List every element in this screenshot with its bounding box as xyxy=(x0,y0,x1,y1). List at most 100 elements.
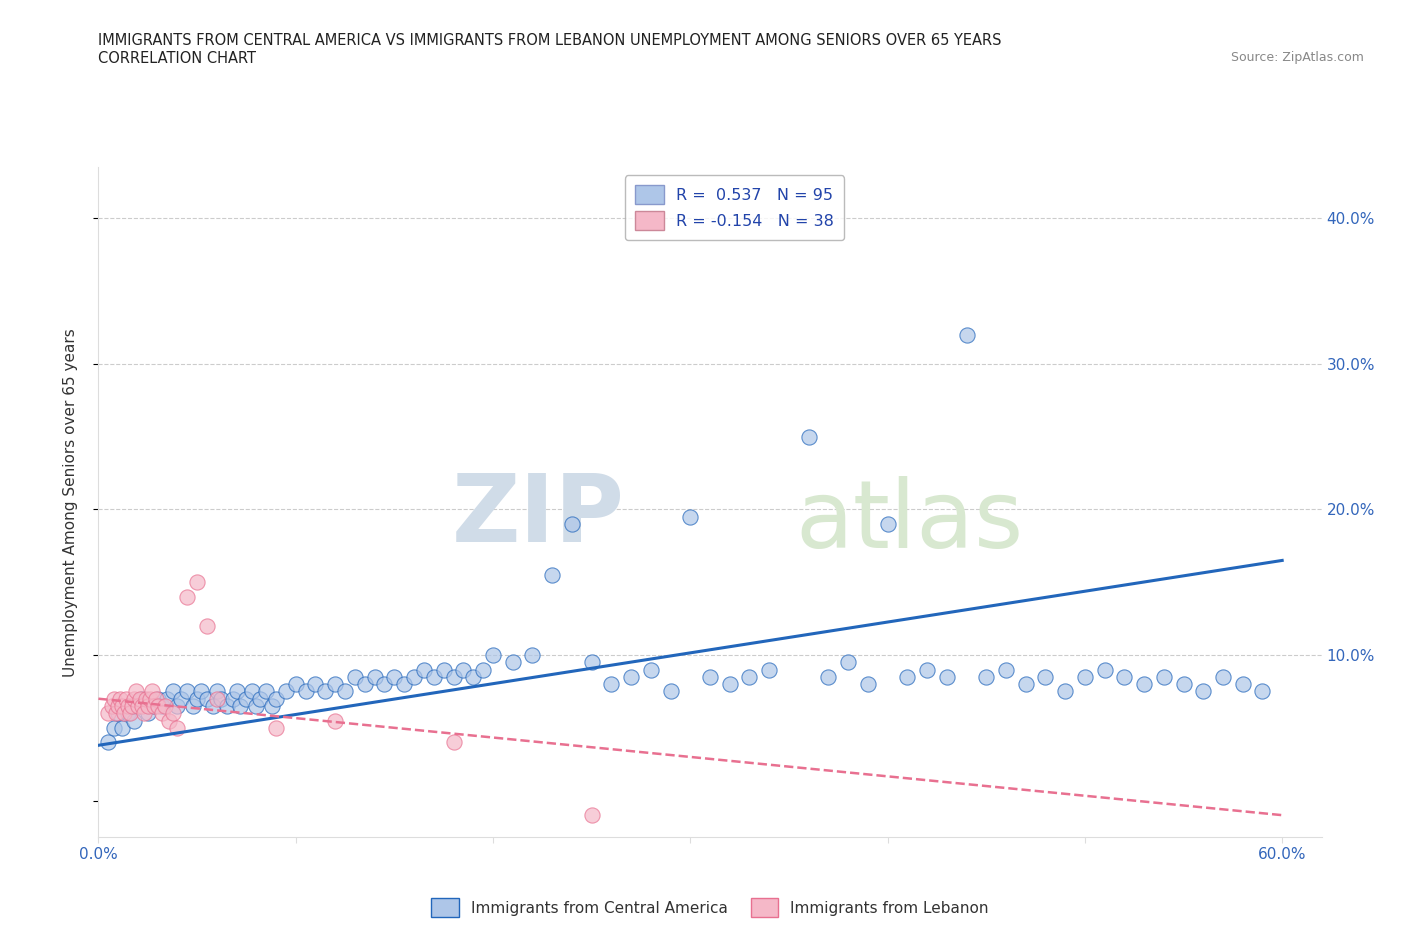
Point xyxy=(896,670,918,684)
Point xyxy=(166,698,188,713)
Point xyxy=(101,698,124,713)
Point xyxy=(274,684,297,698)
Point xyxy=(1094,662,1116,677)
Point xyxy=(1035,670,1057,684)
Point xyxy=(502,655,524,670)
Point xyxy=(284,677,307,692)
Text: IMMIGRANTS FROM CENTRAL AMERICA VS IMMIGRANTS FROM LEBANON UNEMPLOYMENT AMONG SE: IMMIGRANTS FROM CENTRAL AMERICA VS IMMIG… xyxy=(98,33,1002,47)
Point xyxy=(170,691,193,706)
Point xyxy=(107,706,129,721)
Point xyxy=(659,684,682,698)
Point xyxy=(304,677,326,692)
Point xyxy=(363,670,385,684)
Point xyxy=(240,684,263,698)
Point xyxy=(314,684,336,698)
Point xyxy=(1133,677,1156,692)
Point xyxy=(1054,684,1077,698)
Point xyxy=(108,691,131,706)
Point xyxy=(97,706,120,721)
Point xyxy=(103,721,125,736)
Point xyxy=(142,698,165,713)
Point xyxy=(679,510,702,525)
Point xyxy=(115,691,138,706)
Point xyxy=(125,684,148,698)
Point xyxy=(423,670,446,684)
Point xyxy=(373,677,395,692)
Point xyxy=(620,670,643,684)
Text: Source: ZipAtlas.com: Source: ZipAtlas.com xyxy=(1230,51,1364,64)
Point xyxy=(162,684,184,698)
Point xyxy=(107,698,129,713)
Point xyxy=(254,684,277,698)
Point xyxy=(955,327,977,342)
Point xyxy=(221,691,243,706)
Point xyxy=(150,706,173,721)
Point xyxy=(215,698,238,713)
Point xyxy=(994,662,1017,677)
Point xyxy=(600,677,623,692)
Point xyxy=(915,662,938,677)
Point xyxy=(294,684,316,698)
Point xyxy=(581,655,603,670)
Point xyxy=(176,684,198,698)
Point xyxy=(1232,677,1254,692)
Point xyxy=(561,516,583,531)
Point xyxy=(138,691,160,706)
Point xyxy=(195,691,218,706)
Point xyxy=(131,691,153,706)
Point xyxy=(141,684,163,698)
Y-axis label: Unemployment Among Seniors over 65 years: Unemployment Among Seniors over 65 years xyxy=(63,328,77,677)
Point xyxy=(264,721,287,736)
Point xyxy=(935,670,957,684)
Point xyxy=(482,647,505,662)
Point xyxy=(142,698,165,713)
Point xyxy=(797,430,820,445)
Point xyxy=(209,691,232,706)
Point xyxy=(343,670,366,684)
Point xyxy=(1251,684,1274,698)
Point xyxy=(136,698,159,713)
Point xyxy=(118,706,141,721)
Point xyxy=(146,691,169,706)
Point xyxy=(132,706,155,721)
Point xyxy=(135,691,157,706)
Point xyxy=(323,677,346,692)
Point xyxy=(166,721,188,736)
Point xyxy=(146,698,169,713)
Point xyxy=(443,670,465,684)
Point xyxy=(413,662,436,677)
Point xyxy=(1153,670,1175,684)
Point xyxy=(162,706,184,721)
Point xyxy=(225,684,247,698)
Point xyxy=(155,698,177,713)
Point xyxy=(97,735,120,750)
Point xyxy=(433,662,456,677)
Point xyxy=(738,670,761,684)
Point xyxy=(112,706,135,721)
Point xyxy=(159,713,181,728)
Point xyxy=(718,677,741,692)
Point xyxy=(260,698,283,713)
Point xyxy=(1015,677,1038,692)
Point xyxy=(122,713,145,728)
Point xyxy=(136,706,159,721)
Point xyxy=(264,691,287,706)
Point xyxy=(201,698,224,713)
Point xyxy=(817,670,839,684)
Point xyxy=(876,516,898,531)
Point xyxy=(127,698,149,713)
Point xyxy=(229,698,252,713)
Point xyxy=(699,670,721,684)
Point xyxy=(117,706,139,721)
Point xyxy=(128,691,150,706)
Point xyxy=(103,691,125,706)
Point xyxy=(150,698,173,713)
Point xyxy=(181,698,204,713)
Point xyxy=(541,567,564,582)
Point xyxy=(581,808,603,823)
Point xyxy=(122,691,145,706)
Point xyxy=(382,670,405,684)
Point xyxy=(205,684,228,698)
Point xyxy=(1192,684,1215,698)
Point xyxy=(1114,670,1136,684)
